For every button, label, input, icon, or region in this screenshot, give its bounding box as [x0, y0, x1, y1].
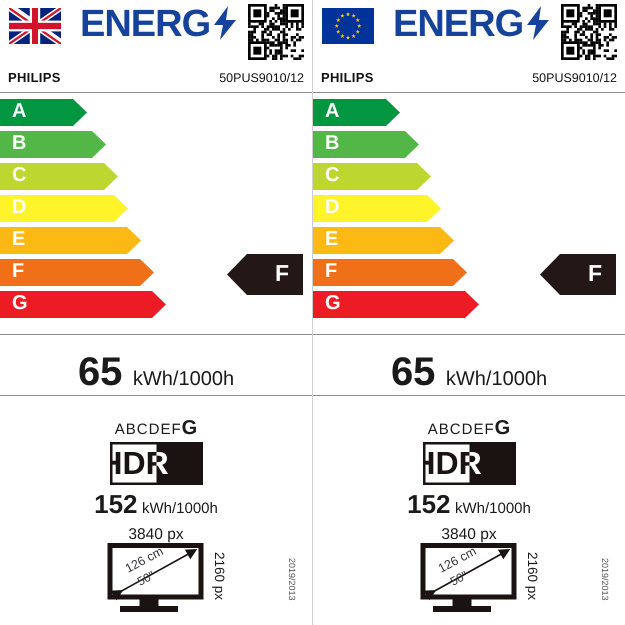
svg-text:50": 50" — [448, 568, 470, 589]
svg-text:3840 px: 3840 px — [441, 526, 496, 543]
svg-text:50": 50" — [135, 568, 157, 589]
svg-text:3840 px: 3840 px — [128, 526, 183, 543]
svg-text:2160 px: 2160 px — [212, 552, 227, 600]
svg-text:2160 px: 2160 px — [525, 552, 540, 600]
